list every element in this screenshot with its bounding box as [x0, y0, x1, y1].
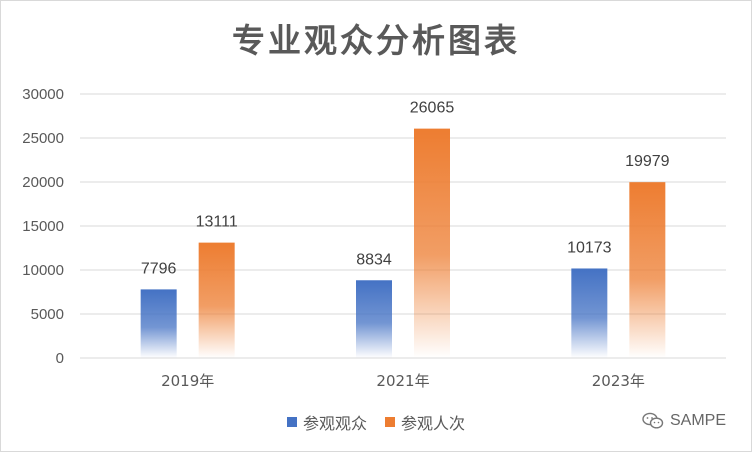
x-category-label: 2021年 — [376, 372, 429, 390]
wechat-icon — [642, 412, 664, 429]
legend-label: 参观人次 — [401, 414, 466, 433]
x-axis-categories: 2019年 2021年 2023年 — [161, 372, 645, 390]
data-label: 8834 — [356, 251, 392, 268]
data-labels: 7796 13111 8834 26065 10173 19979 — [141, 100, 670, 278]
bar — [571, 268, 608, 358]
watermark-text: SAMPE — [669, 412, 726, 429]
y-axis-ticks: 0 5000 10000 15000 20000 25000 30000 — [22, 86, 64, 367]
x-category-label: 2023年 — [592, 372, 645, 390]
y-tick-label: 20000 — [22, 174, 64, 191]
y-tick-label: 10000 — [22, 262, 64, 279]
y-tick-label: 30000 — [22, 86, 64, 103]
legend-label: 参观观众 — [302, 414, 367, 433]
chart-title: 专业观众分析图表 — [232, 21, 520, 60]
bar — [140, 289, 177, 358]
data-label: 7796 — [141, 260, 177, 277]
data-label: 10173 — [567, 239, 612, 256]
bar — [629, 182, 666, 358]
legend-item-visitors: 参观观众 — [286, 410, 367, 434]
legend-swatch — [385, 417, 395, 427]
y-tick-label: 5000 — [31, 306, 64, 323]
legend-item-visits: 参观人次 — [385, 410, 465, 434]
legend-swatch — [286, 417, 297, 427]
watermark: SAMPE — [642, 412, 726, 430]
legend: 参观观众 参观人次 — [0, 410, 752, 434]
data-label: 19979 — [625, 153, 670, 170]
x-category-label: 2019年 — [161, 372, 214, 390]
data-label: 13111 — [196, 214, 238, 231]
data-label: 26065 — [410, 100, 455, 117]
bars — [140, 128, 666, 358]
gridlines — [80, 93, 726, 359]
y-tick-label: 0 — [56, 350, 64, 367]
y-tick-label: 15000 — [22, 218, 64, 235]
bar — [414, 128, 450, 358]
bar — [198, 242, 235, 358]
bar — [356, 280, 392, 358]
y-tick-label: 25000 — [22, 130, 64, 147]
